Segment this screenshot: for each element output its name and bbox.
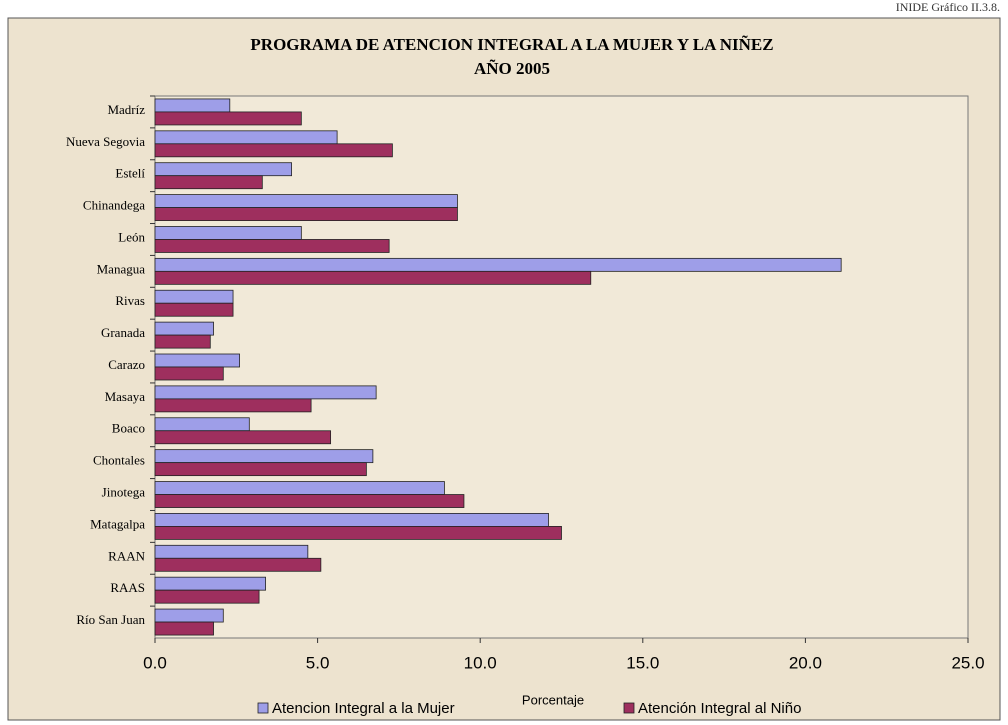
bar bbox=[154, 481, 445, 495]
bar bbox=[154, 608, 224, 623]
y-tick-label: León bbox=[118, 229, 145, 244]
bar bbox=[154, 321, 214, 336]
bar bbox=[154, 194, 458, 208]
y-tick-label: Río San Juan bbox=[76, 612, 145, 627]
bar bbox=[154, 226, 302, 240]
bar bbox=[154, 289, 234, 304]
x-tick-label: 20.0 bbox=[789, 653, 822, 672]
bar bbox=[154, 302, 234, 317]
bar bbox=[154, 526, 562, 540]
bar bbox=[154, 449, 374, 464]
bar bbox=[154, 175, 263, 190]
y-tick-label: Chinandega bbox=[83, 198, 145, 213]
legend-label: Atencion Integral a la Mujer bbox=[272, 700, 455, 717]
bar bbox=[154, 417, 250, 432]
bar bbox=[154, 462, 367, 477]
bar bbox=[154, 621, 214, 636]
bar bbox=[154, 576, 266, 591]
x-tick-label: 0.0 bbox=[143, 653, 167, 672]
x-tick-label: 15.0 bbox=[626, 653, 659, 672]
bar bbox=[154, 589, 260, 604]
bar bbox=[154, 257, 842, 272]
legend-swatch bbox=[623, 702, 635, 714]
bar bbox=[154, 544, 309, 559]
chart-title: AÑO 2005 bbox=[474, 59, 550, 78]
bar bbox=[154, 494, 465, 508]
y-tick-label: Matagalpa bbox=[90, 516, 145, 531]
y-tick-label: Boaco bbox=[112, 421, 145, 436]
y-tick-label: RAAS bbox=[110, 580, 145, 595]
bar bbox=[154, 162, 292, 177]
y-tick-label: Rivas bbox=[115, 293, 145, 308]
x-tick-label: 25.0 bbox=[951, 653, 984, 672]
bar bbox=[154, 207, 458, 221]
y-tick-label: Jinotega bbox=[102, 485, 146, 500]
bar bbox=[154, 385, 377, 400]
legend-label: Atención Integral al Niño bbox=[638, 700, 801, 717]
bar bbox=[154, 557, 322, 572]
chart-title: PROGRAMA DE ATENCION INTEGRAL A LA MUJER… bbox=[250, 35, 773, 54]
bar bbox=[154, 98, 231, 113]
bar bbox=[154, 334, 211, 349]
bar bbox=[154, 239, 390, 253]
bar bbox=[154, 270, 592, 285]
y-tick-label: Granada bbox=[101, 325, 145, 340]
bar bbox=[154, 353, 240, 368]
y-tick-label: Estelí bbox=[115, 166, 145, 181]
x-axis-title: Porcentaje bbox=[522, 692, 584, 707]
y-tick-label: Managua bbox=[97, 261, 146, 276]
bar bbox=[154, 111, 302, 126]
bar bbox=[154, 143, 393, 158]
y-tick-label: Chontales bbox=[93, 453, 145, 468]
note: INIDE Gráfico II.3.8. bbox=[896, 0, 1000, 14]
bar bbox=[154, 366, 224, 381]
bar bbox=[154, 398, 312, 413]
bar bbox=[154, 513, 549, 527]
y-tick-label: Madríz bbox=[107, 102, 145, 117]
y-tick-label: Masaya bbox=[105, 389, 146, 404]
bar bbox=[154, 130, 338, 145]
y-tick-label: Nueva Segovia bbox=[66, 134, 145, 149]
bar bbox=[154, 430, 332, 445]
y-tick-label: Carazo bbox=[108, 357, 145, 372]
legend-swatch bbox=[257, 702, 269, 714]
y-tick-label: RAAN bbox=[108, 548, 145, 563]
x-tick-label: 5.0 bbox=[306, 653, 330, 672]
x-tick-label: 10.0 bbox=[464, 653, 497, 672]
